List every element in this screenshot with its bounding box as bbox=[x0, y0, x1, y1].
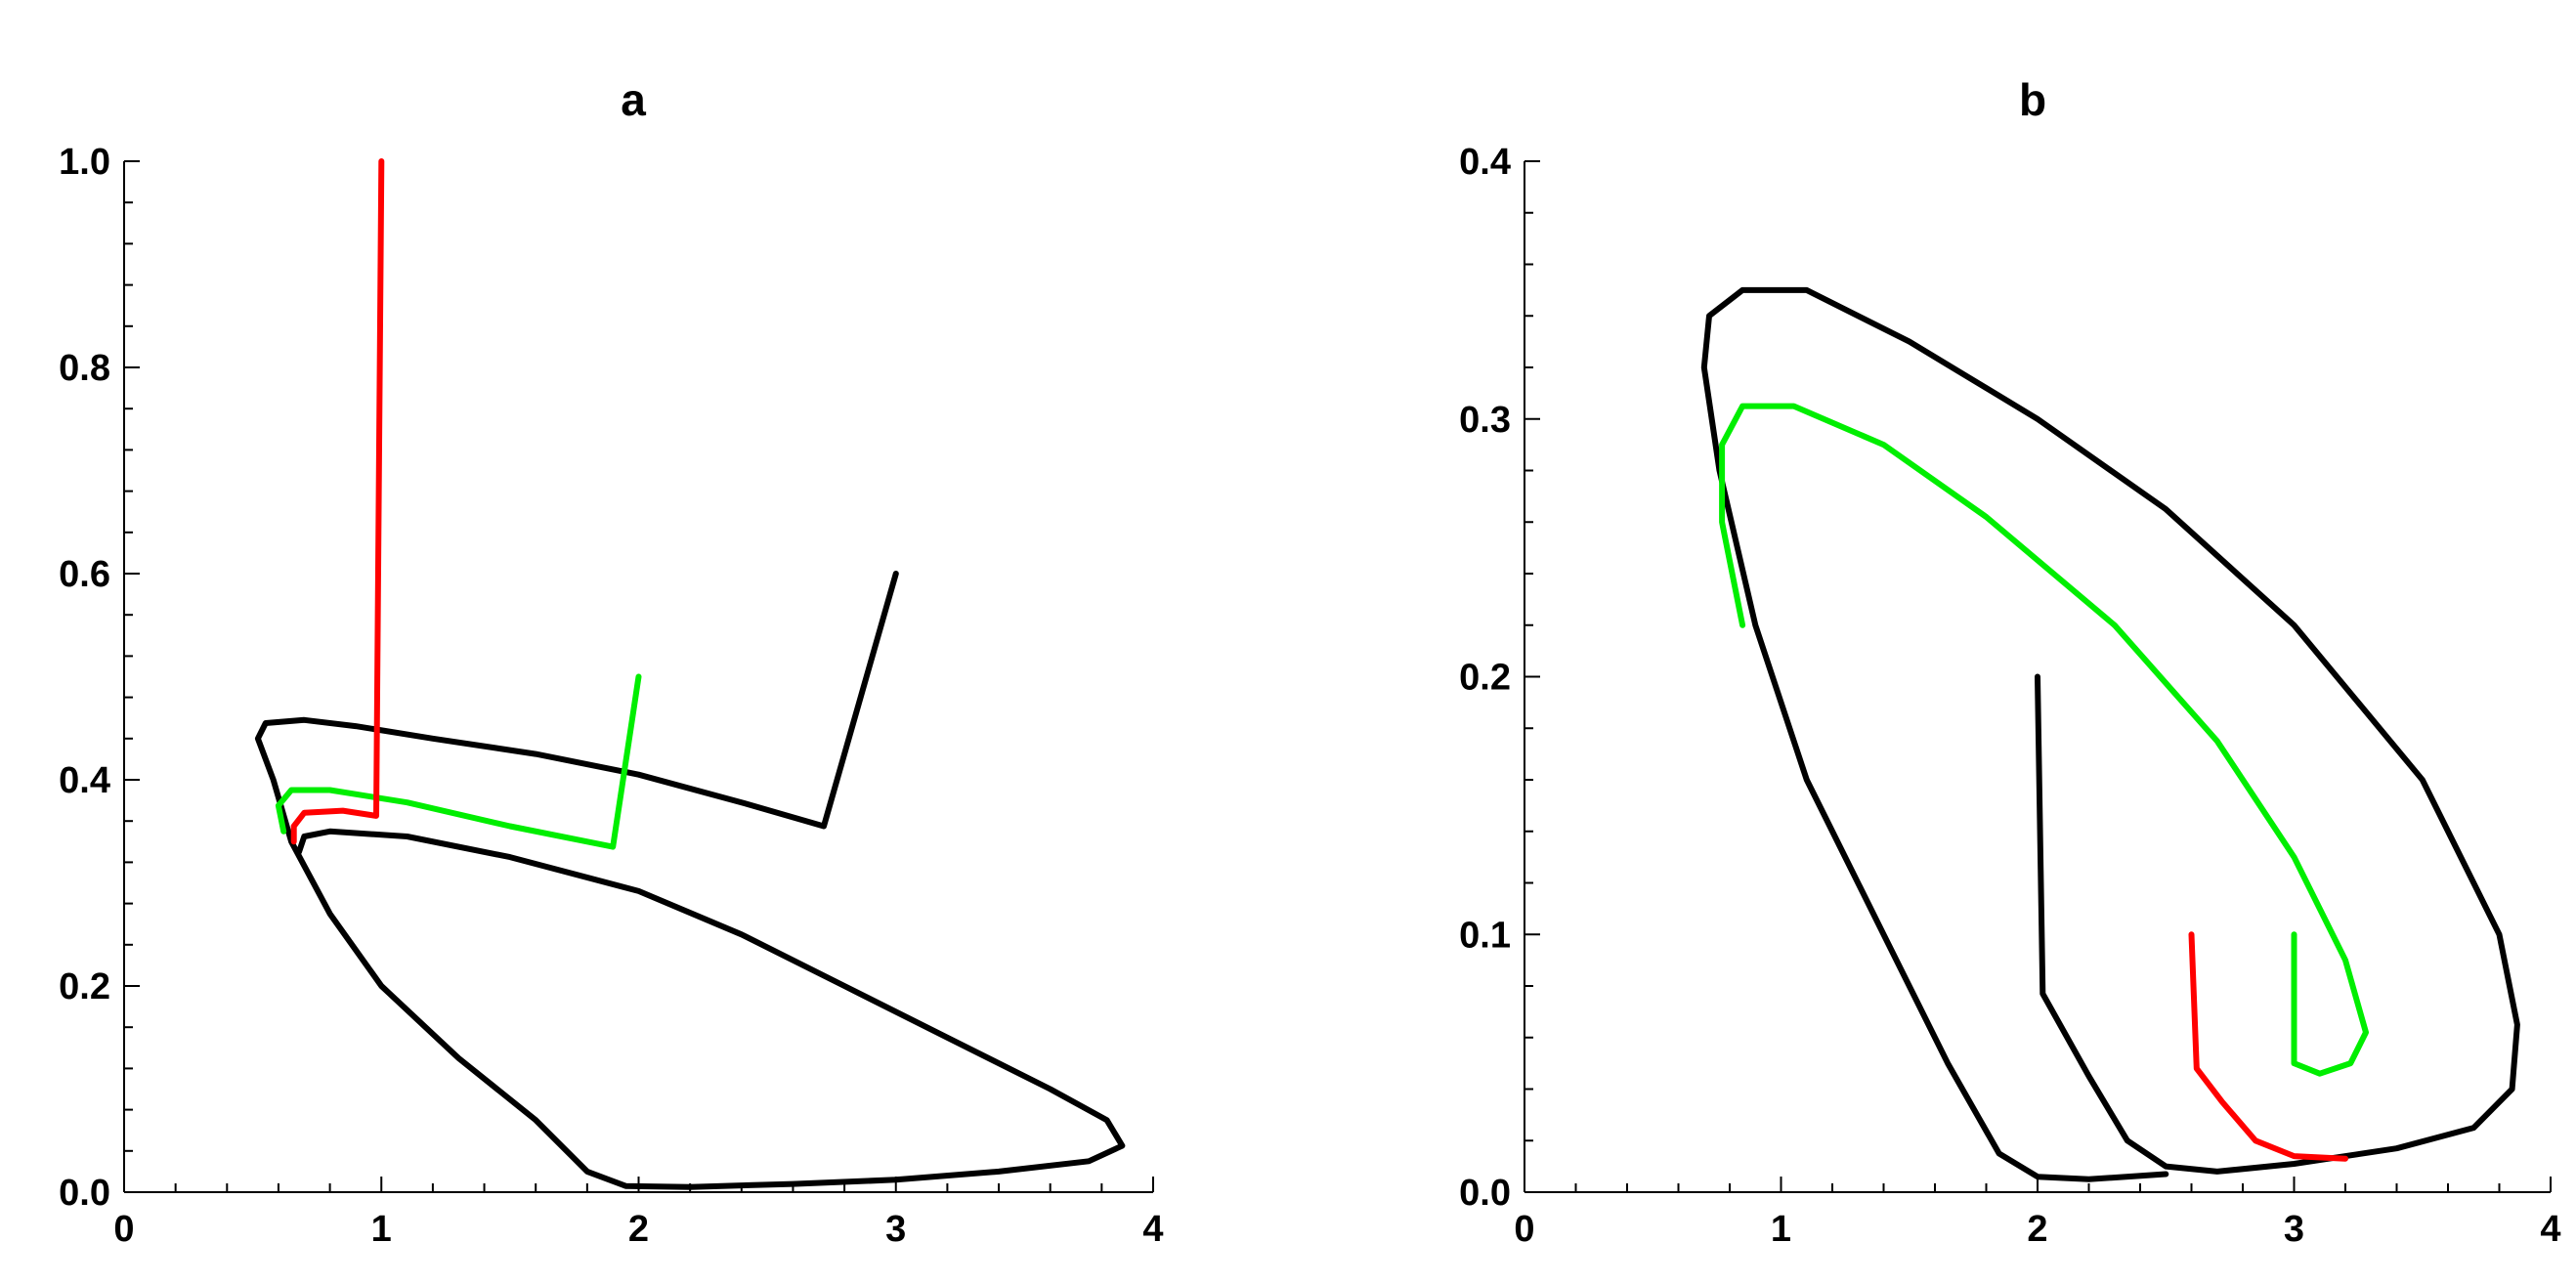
x-tick-label: 0 bbox=[1514, 1209, 1534, 1250]
y-tick-label: 0.4 bbox=[59, 760, 110, 801]
x-tick-label: 2 bbox=[2027, 1209, 2047, 1250]
trajectory-line-0 bbox=[1700, 286, 2520, 1182]
y-tick-label: 0.2 bbox=[1459, 658, 1511, 699]
x-tick-label: 3 bbox=[2284, 1209, 2304, 1250]
panel-a: a 0 1 2 3 4 0.0 0.2 0.4 0.6 0.8 1.0 bbox=[59, 74, 1163, 1250]
y-tick-label: 0.2 bbox=[59, 966, 110, 1007]
x-tick-label: 4 bbox=[1142, 1209, 1163, 1250]
trajectory-line-0 bbox=[254, 571, 1126, 1190]
y-tick-label: 0.3 bbox=[1459, 400, 1511, 441]
y-tick-label: 0.0 bbox=[59, 1173, 110, 1214]
x-tick-label: 0 bbox=[113, 1209, 134, 1250]
y-tick-label: 0.4 bbox=[1459, 142, 1511, 183]
panel-title: a bbox=[621, 74, 646, 125]
x-tick-label: 4 bbox=[2540, 1209, 2560, 1250]
x-tick-label: 2 bbox=[628, 1209, 649, 1250]
y-tick-label: 0.8 bbox=[59, 348, 110, 389]
trajectory-line-1 bbox=[1719, 403, 2369, 1077]
panel-b: b 0 1 2 3 4 0.0 0.1 0.2 0.3 0.4 bbox=[1459, 74, 2560, 1250]
x-tick-label: 1 bbox=[1771, 1209, 1791, 1250]
y-tick-label: 0.1 bbox=[1459, 915, 1511, 956]
trajectory-line-2 bbox=[2188, 931, 2348, 1162]
x-tick-label: 1 bbox=[371, 1209, 392, 1250]
panel-title: b bbox=[2019, 74, 2046, 125]
y-tick-label: 1.0 bbox=[59, 142, 110, 183]
x-tick-label: 3 bbox=[885, 1209, 906, 1250]
trajectory-line-1 bbox=[275, 673, 642, 850]
trajectory-line-2 bbox=[290, 158, 385, 845]
y-tick-label: 0.6 bbox=[59, 554, 110, 595]
y-tick-label: 0.0 bbox=[1459, 1173, 1511, 1214]
